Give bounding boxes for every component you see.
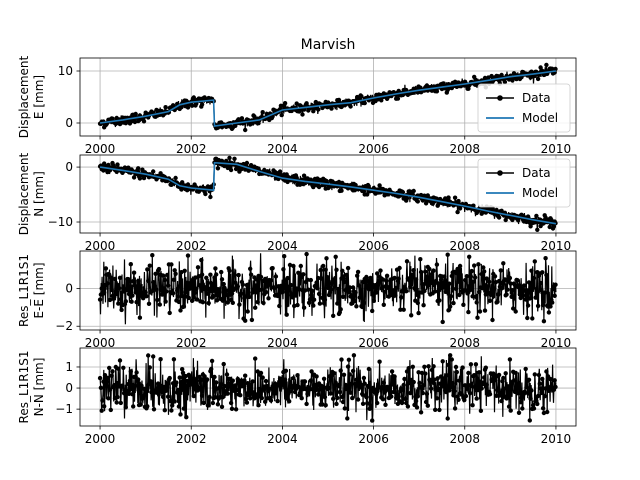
plot-area <box>97 353 558 423</box>
legend-label: Data <box>522 166 551 180</box>
x-tick-label: 2000 <box>85 239 116 253</box>
x-tick-label: 2000 <box>85 142 116 156</box>
panel-4: 2000 2002 2004 2006 2008 2010 1 0 −1 Res_L1R1S1N-… <box>17 347 577 446</box>
y-axis-label-line2: N [mm] <box>32 171 46 217</box>
x-tick-label: 2010 <box>541 336 572 350</box>
x-tick-label: 2004 <box>267 239 298 253</box>
x-tick-label: 2000 <box>85 336 116 350</box>
y-tick-label: −1 <box>55 402 73 416</box>
x-tick-label: 2000 <box>85 432 116 446</box>
panel-1: 2000 2002 2004 2006 2008 2010 0 10 DisplacementE… <box>17 55 577 156</box>
data-line <box>99 354 557 421</box>
y-tick-label: 0 <box>65 160 73 174</box>
y-axis-label: DisplacementE [mm] <box>17 55 46 138</box>
y-axis-label-line1: Displacement <box>17 55 31 138</box>
y-tick-label: 0 <box>65 381 73 395</box>
axes-frame <box>79 250 577 331</box>
y-axis-label-line1: Displacement <box>17 152 31 235</box>
y-axis-label: Res_L1R1S1N-N [mm] <box>17 351 46 424</box>
x-tick-label: 2010 <box>541 239 572 253</box>
axes-frame <box>79 347 577 427</box>
x-tick-label: 2008 <box>449 239 480 253</box>
y-tick-label: 0 <box>65 116 73 130</box>
legend-marker <box>497 95 503 101</box>
y-axis-label-line2: N-N [mm] <box>32 358 46 417</box>
panel-3: 2000 2002 2004 2006 2008 2010 0 −2 Res_L1R1S1E-E… <box>17 250 577 350</box>
x-tick-label: 2008 <box>449 142 480 156</box>
y-tick-label: 10 <box>58 64 73 78</box>
legend: Data Model <box>477 158 571 208</box>
axes-frame <box>79 57 577 137</box>
x-tick-label: 2010 <box>541 142 572 156</box>
legend: Data Model <box>477 83 571 133</box>
y-axis-label-line1: Res_L1R1S1 <box>17 351 31 424</box>
axes-frame <box>79 154 577 234</box>
y-axis-label-line2: E [mm] <box>32 75 46 119</box>
panel-2: 2000 2002 2004 2006 2008 20100−10Displacement… <box>17 152 577 253</box>
y-axis-label-line1: Res_L1R1S1 <box>17 254 31 327</box>
y-tick-label: 0 <box>65 282 73 296</box>
plot-area <box>97 155 558 232</box>
model-line <box>99 70 557 128</box>
legend-label: Data <box>522 91 551 105</box>
x-tick-label: 2010 <box>541 432 572 446</box>
data-point <box>97 375 103 381</box>
data-line <box>99 253 557 325</box>
x-tick-label: 2006 <box>358 142 389 156</box>
x-tick-label: 2002 <box>176 432 207 446</box>
x-tick-label: 2006 <box>358 432 389 446</box>
plot-area <box>97 62 558 133</box>
legend-label: Model <box>522 186 558 200</box>
x-tick-label: 2004 <box>267 142 298 156</box>
y-tick-label: −2 <box>55 319 73 333</box>
model-line <box>99 161 557 225</box>
y-axis-label-line2: E-E [mm] <box>32 262 46 318</box>
plot-area <box>97 251 558 325</box>
y-tick-label: −10 <box>48 215 73 229</box>
x-tick-label: 2004 <box>267 336 298 350</box>
x-tick-label: 2002 <box>176 239 207 253</box>
x-tick-label: 2004 <box>267 432 298 446</box>
x-tick-label: 2006 <box>358 239 389 253</box>
y-axis-label: Res_L1R1S1E-E [mm] <box>17 254 46 327</box>
x-tick-label: 2002 <box>176 142 207 156</box>
y-tick-label: 1 <box>65 360 73 374</box>
y-axis-label: DisplacementN [mm] <box>17 152 46 235</box>
x-tick-label: 2006 <box>358 336 389 350</box>
legend-label: Model <box>522 111 558 125</box>
x-tick-label: 2008 <box>449 432 480 446</box>
x-tick-label: 2008 <box>449 336 480 350</box>
legend-marker <box>497 170 503 176</box>
data-line <box>99 157 557 230</box>
x-tick-label: 2002 <box>176 336 207 350</box>
chart-title: Marvish <box>301 37 356 53</box>
